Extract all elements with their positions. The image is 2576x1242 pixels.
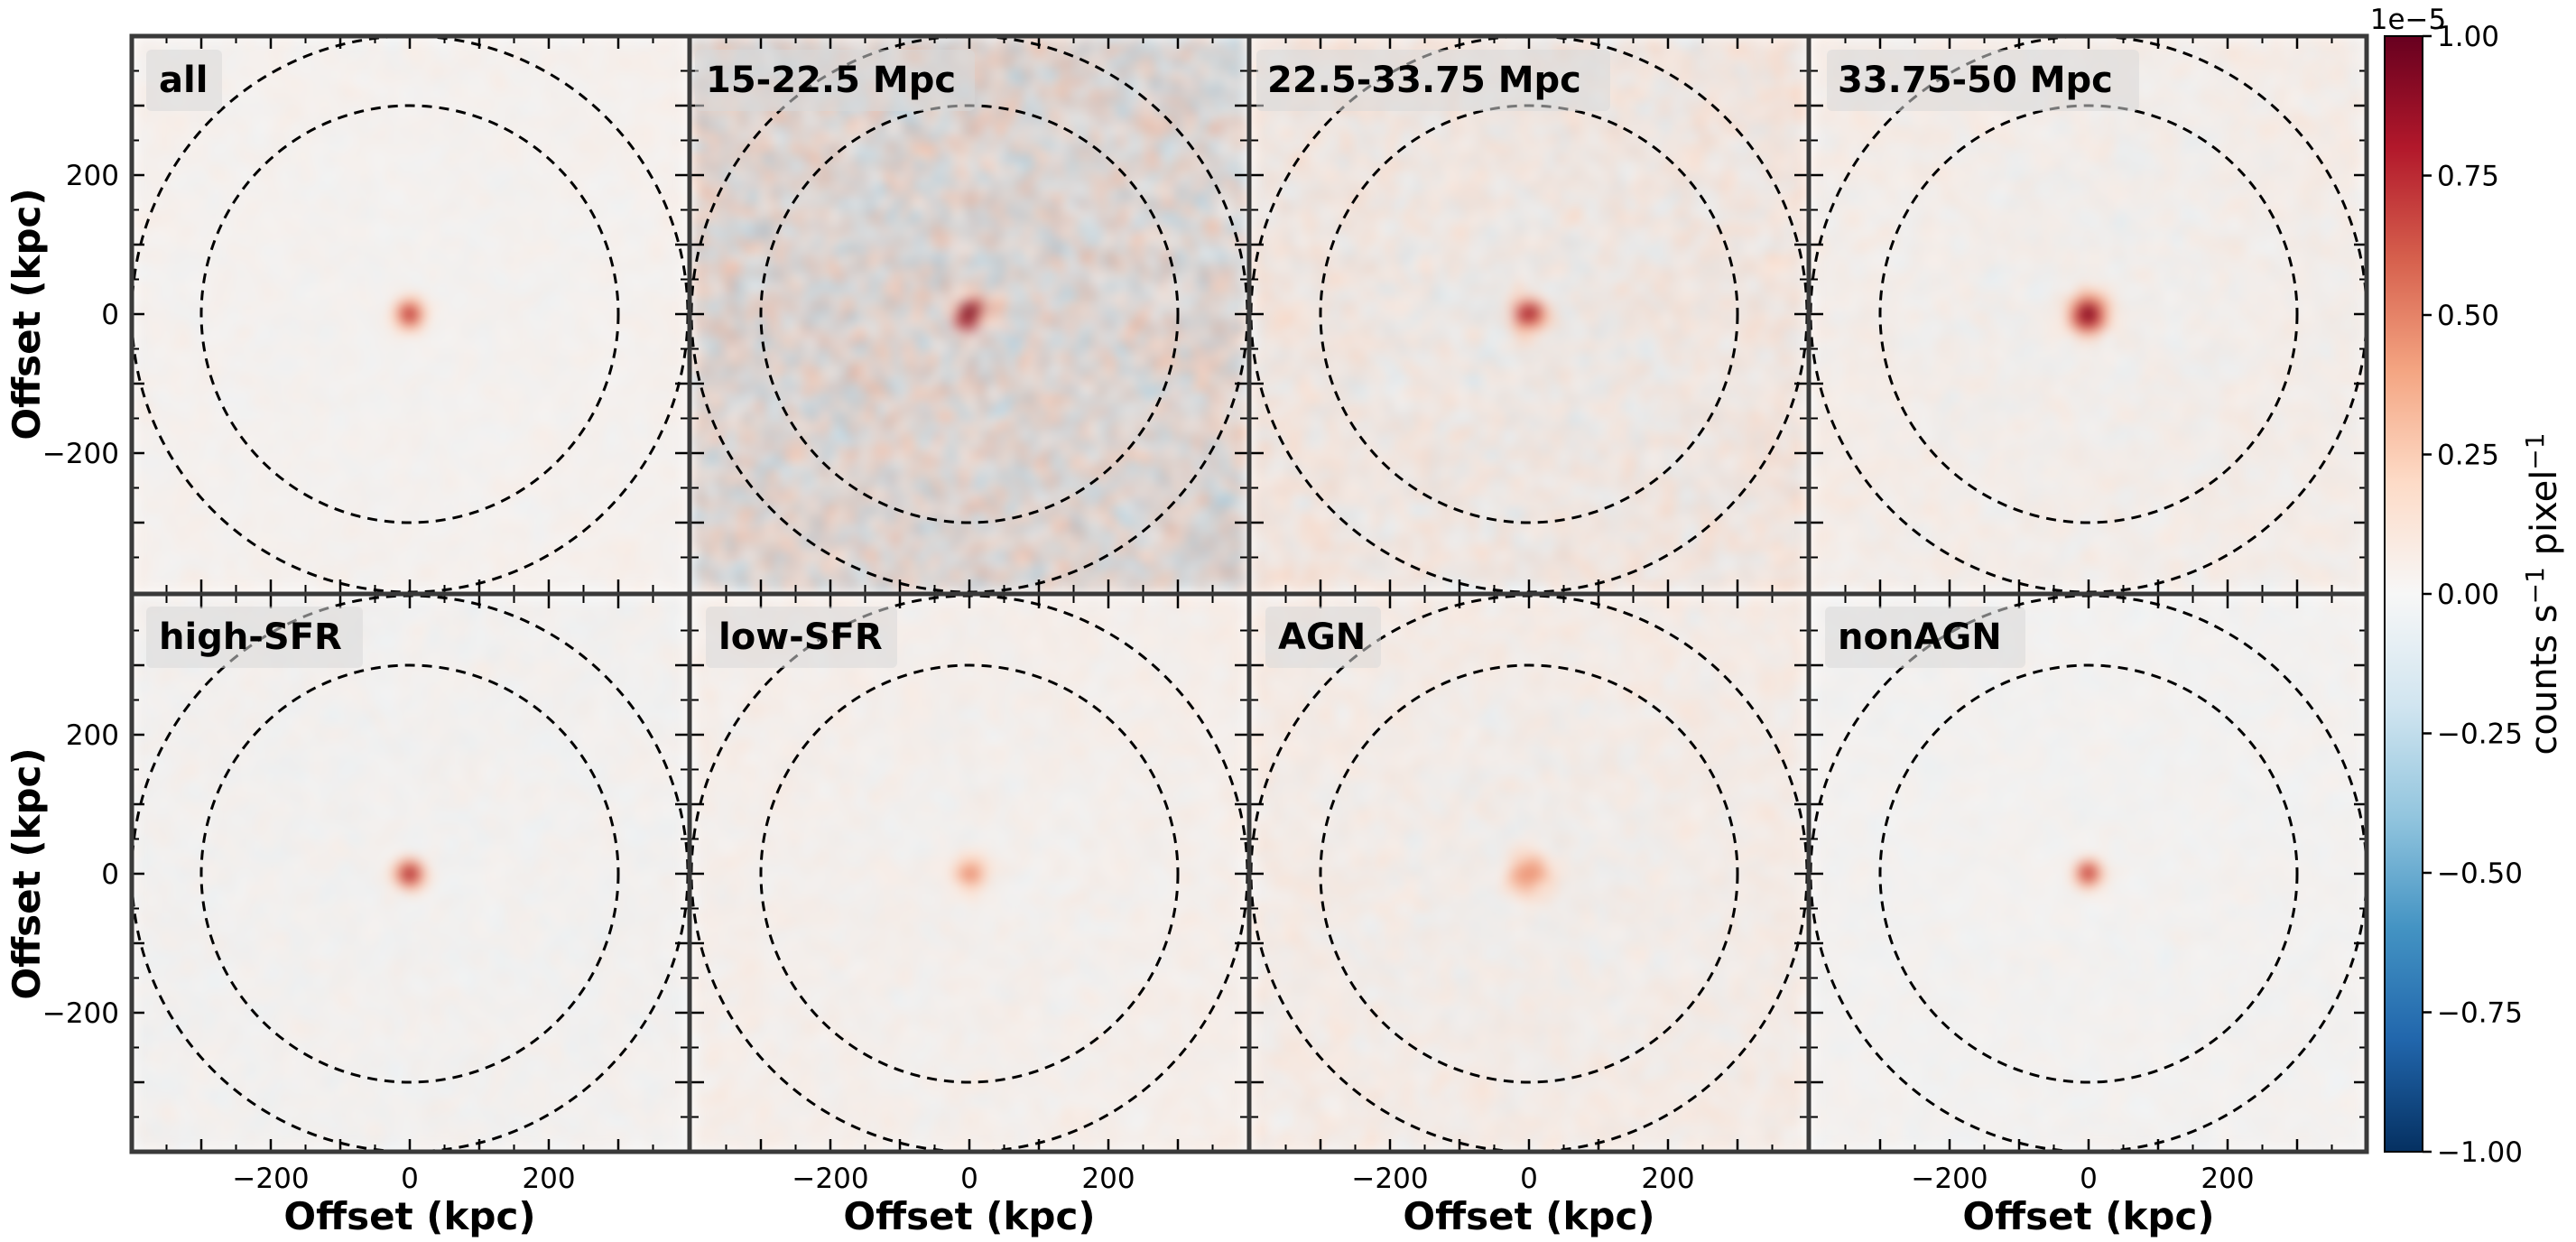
panel-6-circle-inner <box>1319 663 1739 1084</box>
panel-4: high-SFR <box>132 596 688 1152</box>
colorbar-ticks: 1.00 0.75 0.50 0.25 0.00 −0.25 −0.50 −0.75 −1.00 <box>2423 21 2523 1169</box>
x-tick-labels: −200 0 200 −200 0 200 −200 0 200 −200 0 … <box>232 1163 2254 1195</box>
panel-5-circle-inner <box>759 663 1180 1084</box>
colorbar-tick-label: −0.25 <box>2437 718 2523 751</box>
colorbar-tick-label: 1.00 <box>2437 21 2499 53</box>
x-axis-label: Offset (kpc) <box>1403 1194 1654 1238</box>
colorbar-offset-text: 1e−5 <box>2370 4 2447 36</box>
ytick-label: 0 <box>101 299 119 331</box>
panel-0-label: all <box>159 60 208 101</box>
xtick-label: −200 <box>232 1163 309 1195</box>
panel-5-heatmap <box>691 596 1247 1152</box>
panel-0-heatmap <box>132 36 688 592</box>
panel-5-label: low-SFR <box>718 616 883 658</box>
panel-6-heatmap <box>1251 596 1807 1152</box>
y-tick-labels: 200 0 −200 200 0 −200 <box>42 160 119 1030</box>
colorbar-tick-label: −0.75 <box>2437 997 2523 1030</box>
panel-3-label-box <box>1827 50 2139 111</box>
panel-2-label: 22.5-33.75 Mpc <box>1267 60 1581 101</box>
panel-0-label-box <box>146 50 222 111</box>
panel-6-label-box <box>1265 607 1381 668</box>
colorbar-tick-label: 0.50 <box>2437 300 2499 332</box>
y-axis-label: Offset (kpc) <box>5 188 49 440</box>
x-axis-label: Offset (kpc) <box>1962 1194 2214 1238</box>
panel-2-label-box <box>1256 50 1610 111</box>
colorbar-label: counts s−1 pixel−1 <box>2520 432 2565 755</box>
xtick-label: −200 <box>792 1163 868 1195</box>
ytick-label: 200 <box>66 160 119 192</box>
panel-7-circle-inner <box>1878 663 2299 1084</box>
panel-4-label-box <box>146 607 363 668</box>
panel-5: low-SFR <box>691 596 1247 1152</box>
xtick-label: −200 <box>1911 1163 1988 1195</box>
colorbar: 1.00 0.75 0.50 0.25 0.00 −0.25 −0.50 −0.75 −1.00… <box>2370 4 2565 1169</box>
xtick-label: 200 <box>1641 1163 1694 1195</box>
panel-0: all <box>132 36 688 592</box>
axis-titles: Offset (kpc) Offset (kpc) Offset (kpc) O… <box>5 188 2215 1238</box>
colorbar-tick-label: −0.50 <box>2437 857 2523 890</box>
xtick-label: 200 <box>522 1163 575 1195</box>
panel-3-label: 33.75-50 Mpc <box>1838 60 2113 101</box>
x-axis-label: Offset (kpc) <box>843 1194 1095 1238</box>
xtick-label: 0 <box>960 1163 978 1195</box>
xtick-label: −200 <box>1351 1163 1428 1195</box>
panel-0-circle-inner <box>199 104 620 524</box>
ytick-label: −200 <box>42 438 119 470</box>
panel-2-heatmap <box>1251 36 1807 592</box>
panel-6-ticks <box>1251 596 1807 1152</box>
colorbar-gradient <box>2384 35 2423 1153</box>
panel-1-label-box <box>695 50 975 111</box>
panel-5-label-box <box>706 607 897 668</box>
xtick-label: 0 <box>401 1163 419 1195</box>
ytick-label: 200 <box>66 719 119 752</box>
panel-1-heatmap <box>691 36 1247 592</box>
colorbar-tick-label: 0.00 <box>2437 579 2499 611</box>
ytick-label: −200 <box>42 997 119 1030</box>
xtick-label: 0 <box>1520 1163 1538 1195</box>
xtick-label: 200 <box>2201 1163 2254 1195</box>
colorbar-tick-label: 0.25 <box>2437 440 2499 472</box>
panel-7-label-box <box>1825 607 2025 668</box>
ytick-label: 0 <box>101 858 119 891</box>
panel-4-circle-inner <box>199 663 620 1084</box>
colorbar-tick-label: 0.75 <box>2437 161 2499 193</box>
panel-0-ticks <box>132 36 688 592</box>
panel-3-heatmap <box>1811 36 2367 592</box>
y-axis-label: Offset (kpc) <box>5 747 49 999</box>
x-axis-label: Offset (kpc) <box>283 1194 535 1238</box>
panel-2: 22.5-33.75 Mpc <box>1251 36 1807 592</box>
panel-1: 15-22.5 Mpc <box>691 36 1247 592</box>
colorbar-tick-label: −1.00 <box>2437 1136 2523 1169</box>
panel-7-heatmap <box>1811 596 2367 1152</box>
xtick-label: 200 <box>1081 1163 1135 1195</box>
panel-4-heatmap <box>132 596 688 1152</box>
panel-1-label: 15-22.5 Mpc <box>706 60 956 101</box>
panel-4-label: high-SFR <box>159 616 342 658</box>
xtick-label: 0 <box>2080 1163 2098 1195</box>
panel-6: AGN <box>1251 596 1807 1152</box>
panel-7: nonAGN <box>1811 596 2367 1152</box>
panel-frames <box>129 33 2369 1154</box>
panel-6-label: AGN <box>1278 616 1366 658</box>
panel-7-label: nonAGN <box>1838 616 2002 658</box>
panel-3: 33.75-50 Mpc <box>1811 36 2367 592</box>
